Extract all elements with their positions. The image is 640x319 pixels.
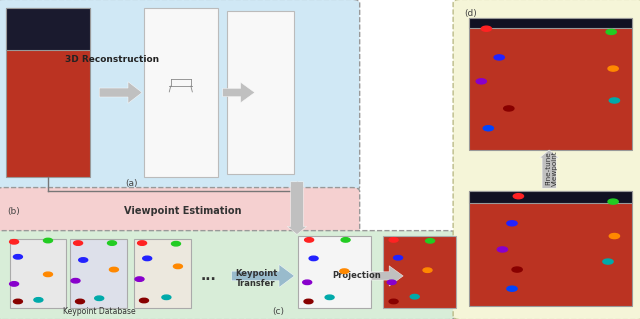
Circle shape [389,299,398,304]
Text: (a): (a) [125,179,138,188]
Circle shape [507,286,517,291]
Circle shape [303,280,312,285]
Circle shape [609,98,620,103]
Bar [6,8,90,50]
Circle shape [426,239,435,243]
Circle shape [109,267,118,272]
Circle shape [497,247,508,252]
Circle shape [476,79,486,84]
Circle shape [173,264,182,269]
Circle shape [172,241,180,246]
Circle shape [608,66,618,71]
Circle shape [34,298,43,302]
Bar [144,8,218,177]
Text: Transfer: Transfer [236,279,276,288]
Circle shape [140,298,148,303]
Circle shape [394,256,403,260]
Circle shape [13,299,22,304]
Bar [10,239,66,308]
FancyBboxPatch shape [0,188,360,235]
Text: Fine-tune
Viewpoint: Fine-tune Viewpoint [545,151,558,186]
Circle shape [606,29,616,34]
Bar [469,18,632,150]
Circle shape [13,255,22,259]
FancyBboxPatch shape [0,0,360,190]
Circle shape [341,238,350,242]
Bar [134,239,191,308]
Text: (b): (b) [8,207,20,216]
Circle shape [387,280,396,285]
Text: Viewpoint Estimation: Viewpoint Estimation [124,206,241,217]
Text: (c): (c) [273,308,284,316]
Text: Keypoint Database: Keypoint Database [63,308,136,316]
Polygon shape [287,182,307,234]
Bar [70,239,127,308]
Circle shape [507,221,517,226]
Circle shape [10,282,19,286]
Circle shape [410,294,419,299]
Bar [469,191,632,203]
Text: ...: ... [200,269,216,283]
Circle shape [162,295,171,300]
Circle shape [95,296,104,300]
Bar [6,8,90,177]
Polygon shape [540,150,559,188]
Bar [469,191,632,306]
Polygon shape [371,266,403,286]
Circle shape [481,26,492,31]
Circle shape [494,55,504,60]
Circle shape [340,269,349,273]
Polygon shape [223,82,255,103]
Bar [383,236,456,308]
Bar [298,236,371,308]
Circle shape [108,241,116,245]
Circle shape [504,106,514,111]
FancyBboxPatch shape [453,0,640,319]
Text: Projection: Projection [333,271,381,280]
Circle shape [10,240,19,244]
Circle shape [44,238,52,243]
Text: (d): (d) [464,9,477,18]
Circle shape [609,234,620,239]
Circle shape [71,278,80,283]
Circle shape [304,299,313,304]
Circle shape [483,126,493,131]
Circle shape [512,267,522,272]
Circle shape [305,238,314,242]
Bar [227,11,294,174]
Circle shape [309,256,318,261]
Circle shape [79,258,88,262]
Circle shape [513,194,524,199]
Text: Keypoint: Keypoint [235,269,277,278]
Circle shape [74,241,83,245]
Circle shape [135,277,144,281]
Polygon shape [232,264,294,287]
Circle shape [76,299,84,304]
Circle shape [608,199,618,204]
Text: 3D Reconstruction: 3D Reconstruction [65,55,159,63]
Bar [469,18,632,28]
Circle shape [389,238,398,242]
Circle shape [143,256,152,261]
Polygon shape [99,82,142,103]
Circle shape [138,241,147,245]
FancyBboxPatch shape [0,231,456,319]
Circle shape [44,272,52,277]
Circle shape [325,295,334,300]
Circle shape [423,268,432,272]
Circle shape [603,259,613,264]
